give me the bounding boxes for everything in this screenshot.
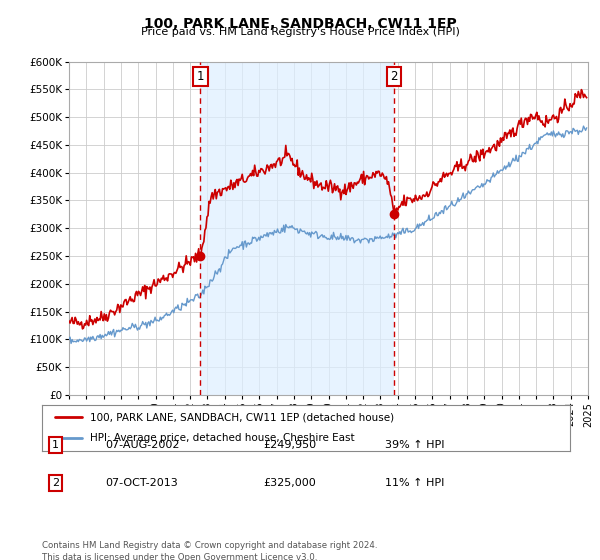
Text: 39% ↑ HPI: 39% ↑ HPI <box>385 440 445 450</box>
Text: 100, PARK LANE, SANDBACH, CW11 1EP: 100, PARK LANE, SANDBACH, CW11 1EP <box>143 17 457 31</box>
Text: 1: 1 <box>52 440 59 450</box>
Text: 2: 2 <box>390 70 397 83</box>
Text: 07-OCT-2013: 07-OCT-2013 <box>106 478 178 488</box>
Text: £249,950: £249,950 <box>264 440 317 450</box>
Text: £325,000: £325,000 <box>264 478 317 488</box>
Bar <box>200 62 394 395</box>
Text: 2: 2 <box>52 478 59 488</box>
Text: 11% ↑ HPI: 11% ↑ HPI <box>385 478 445 488</box>
Text: 07-AUG-2002: 07-AUG-2002 <box>106 440 180 450</box>
Text: This data is licensed under the Open Government Licence v3.0.: This data is licensed under the Open Gov… <box>42 553 317 560</box>
Text: Price paid vs. HM Land Registry's House Price Index (HPI): Price paid vs. HM Land Registry's House … <box>140 27 460 37</box>
Text: 100, PARK LANE, SANDBACH, CW11 1EP (detached house): 100, PARK LANE, SANDBACH, CW11 1EP (deta… <box>89 412 394 422</box>
Text: Contains HM Land Registry data © Crown copyright and database right 2024.: Contains HM Land Registry data © Crown c… <box>42 541 377 550</box>
Text: 1: 1 <box>197 70 204 83</box>
Text: HPI: Average price, detached house, Cheshire East: HPI: Average price, detached house, Ches… <box>89 433 354 444</box>
